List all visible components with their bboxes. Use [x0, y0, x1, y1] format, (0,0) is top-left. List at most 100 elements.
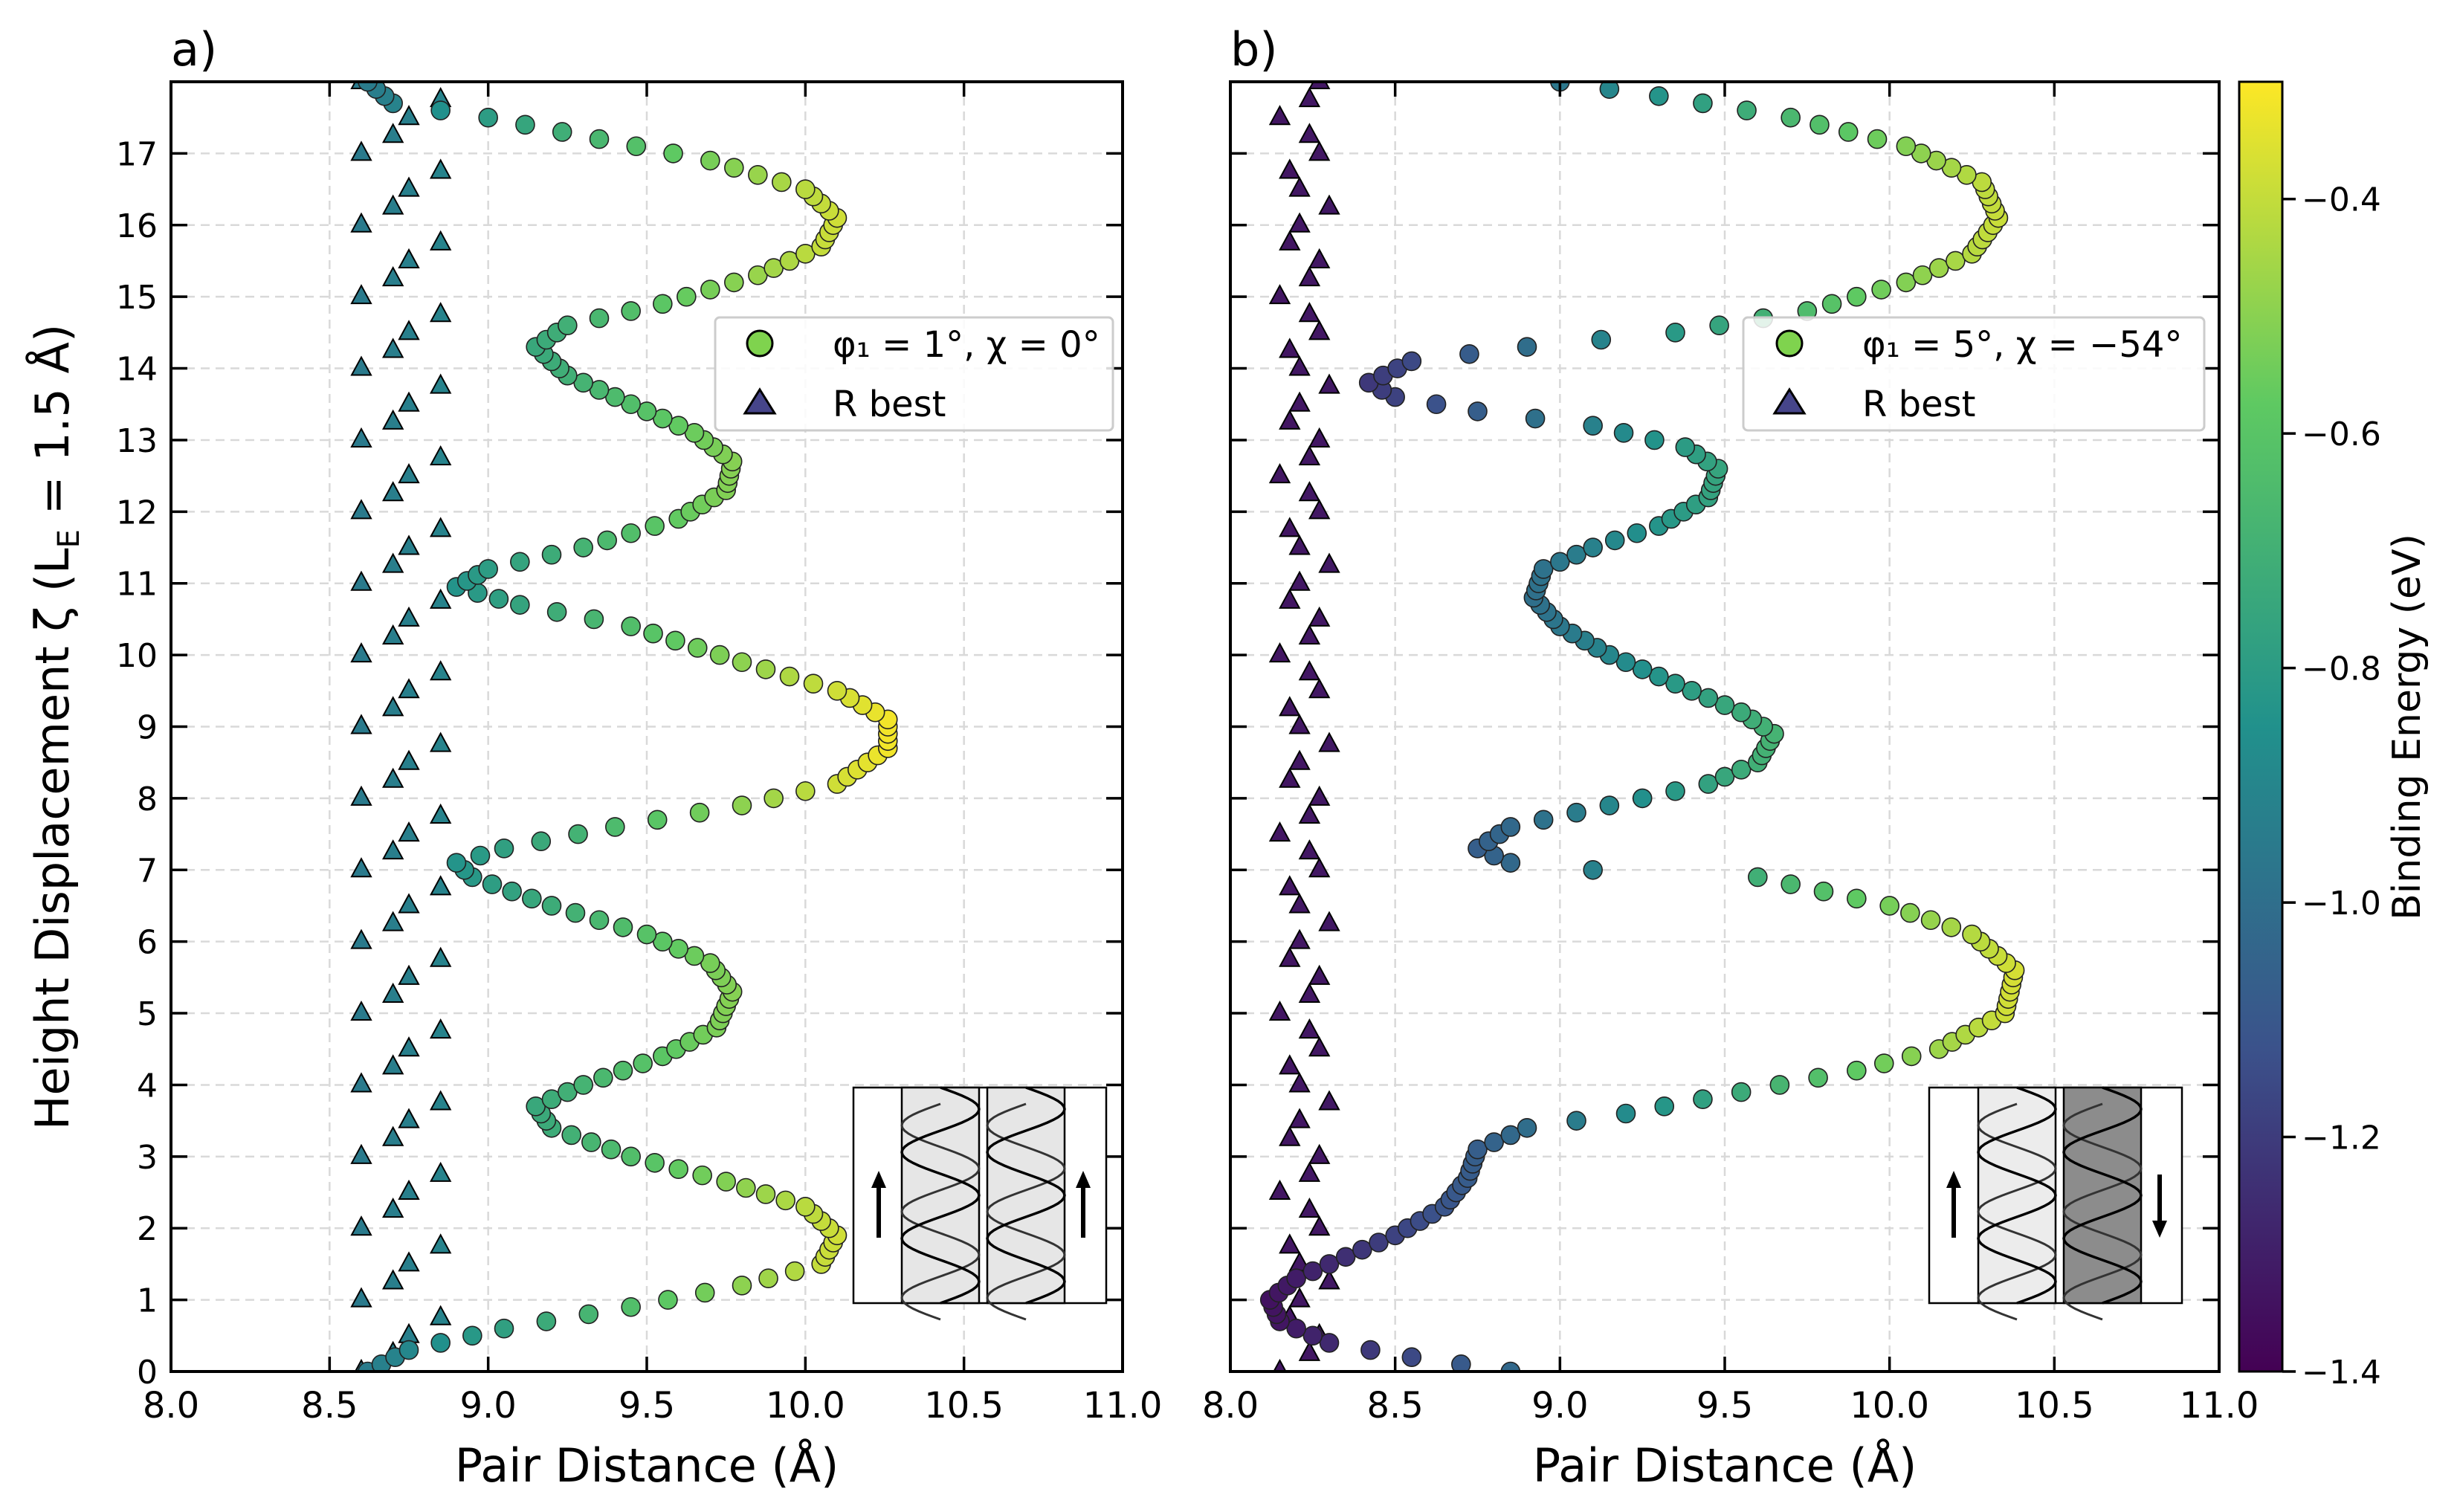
energy-point	[1920, 910, 1941, 931]
r-best-marker	[398, 606, 420, 627]
energy-point	[1319, 1254, 1340, 1274]
energy-point	[732, 1276, 752, 1296]
r-best-marker	[429, 302, 452, 323]
r-best-marker	[429, 373, 452, 394]
legend-triangle-marker-a	[743, 387, 777, 415]
markers-b	[1259, 82, 2025, 1372]
energy-point	[1698, 688, 1719, 708]
legend-label-triangle-a: R best	[833, 384, 946, 425]
energy-point	[1319, 1333, 1340, 1353]
r-best-marker	[1279, 517, 1301, 537]
r-best-marker	[1298, 481, 1321, 502]
energy-point	[589, 129, 610, 149]
colorbar-tick-label: −0.8	[2302, 650, 2381, 688]
energy-point	[1769, 1075, 1790, 1095]
helix-right-a	[986, 1086, 1066, 1321]
r-best-marker	[350, 857, 372, 878]
r-best-marker	[1279, 875, 1301, 896]
energy-point	[1731, 1082, 1752, 1102]
r-best-marker	[350, 284, 372, 305]
r-best-marker	[429, 660, 452, 681]
energy-point	[573, 537, 593, 558]
r-best-marker	[429, 230, 452, 251]
r-best-marker	[381, 1269, 404, 1290]
x-tick-label: 10.5	[2015, 1385, 2094, 1427]
r-best-marker	[1288, 714, 1311, 734]
energy-point	[694, 1282, 715, 1303]
colorbar: −0.4 −0.6 −0.8 −1.0 −1.2 −1.4 Binding Energy …	[2238, 80, 2430, 1392]
r-best-marker	[1308, 248, 1331, 268]
r-best-marker	[1308, 499, 1331, 520]
x-tick-label: 11.0	[2180, 1385, 2259, 1427]
y-tick-label: 16	[116, 207, 158, 245]
y-tick-label: 11	[116, 566, 158, 604]
energy-point	[827, 681, 848, 701]
y-tick-label: 4	[137, 1067, 158, 1105]
r-best-marker	[1298, 123, 1321, 143]
r-best-marker	[1298, 624, 1321, 645]
energy-point	[1500, 853, 1521, 873]
energy-point	[658, 1290, 678, 1310]
r-best-marker	[1308, 1215, 1331, 1236]
r-best-marker	[1288, 928, 1311, 949]
energy-point	[1599, 82, 1620, 99]
energy-point	[1335, 1247, 1356, 1267]
r-best-marker	[398, 391, 420, 412]
energy-point	[1896, 272, 1917, 293]
energy-point	[1566, 544, 1586, 565]
r-best-marker	[381, 194, 404, 215]
x-axis-label-a: Pair Distance (Å)	[455, 1438, 839, 1493]
energy-point	[772, 172, 792, 193]
energy-point	[502, 881, 522, 902]
r-best-marker	[1308, 964, 1331, 985]
r-best-marker	[381, 1198, 404, 1218]
energy-point	[510, 552, 530, 572]
legend-circle-marker-a	[746, 329, 774, 358]
r-best-marker	[1318, 731, 1340, 752]
r-best-marker	[1288, 1108, 1311, 1128]
y-tick-label: 15	[116, 279, 158, 317]
legend-a: φ₁ = 1°, χ = 0° R best	[714, 316, 1114, 432]
energy-point	[1821, 294, 1842, 314]
r-best-marker	[1279, 337, 1301, 358]
energy-point	[589, 910, 610, 931]
energy-point	[1369, 1232, 1389, 1253]
energy-point	[1525, 408, 1546, 429]
helix-right-b	[2062, 1086, 2143, 1321]
r-best-marker	[398, 248, 420, 268]
energy-point	[1714, 766, 1735, 787]
helix-left-a	[900, 1086, 981, 1321]
energy-point	[1583, 537, 1603, 558]
energy-point	[795, 1197, 816, 1217]
y-axis-label-subscript: E	[52, 529, 86, 548]
energy-point	[581, 1132, 601, 1152]
r-best-marker	[1268, 105, 1291, 126]
energy-point	[478, 107, 498, 128]
r-best-marker	[1288, 749, 1311, 770]
legend-circle-marker-b	[1775, 329, 1804, 358]
x-tick-label: 8.0	[143, 1385, 199, 1427]
energy-point	[732, 652, 752, 673]
energy-point	[1500, 1361, 1521, 1372]
r-best-marker	[429, 158, 452, 179]
r-best-marker	[1279, 946, 1301, 967]
energy-point	[1649, 666, 1669, 687]
r-best-marker	[381, 1054, 404, 1075]
r-best-marker	[1308, 140, 1331, 161]
r-best-marker	[398, 1108, 420, 1128]
energy-point	[1682, 681, 1702, 701]
energy-point	[558, 315, 578, 336]
colorbar-tick-label: −0.6	[2302, 416, 2381, 453]
r-best-marker	[398, 176, 420, 197]
energy-point	[1599, 795, 1620, 815]
energy-point	[482, 874, 503, 894]
r-best-marker	[381, 481, 404, 502]
r-best-marker	[1273, 1358, 1287, 1372]
x-tick-label: 9.0	[459, 1385, 516, 1427]
energy-point	[1873, 1053, 1894, 1073]
energy-point	[546, 601, 567, 622]
arrow-up-icon	[1076, 1171, 1091, 1238]
energy-point	[430, 100, 451, 120]
energy-point	[1698, 774, 1719, 794]
